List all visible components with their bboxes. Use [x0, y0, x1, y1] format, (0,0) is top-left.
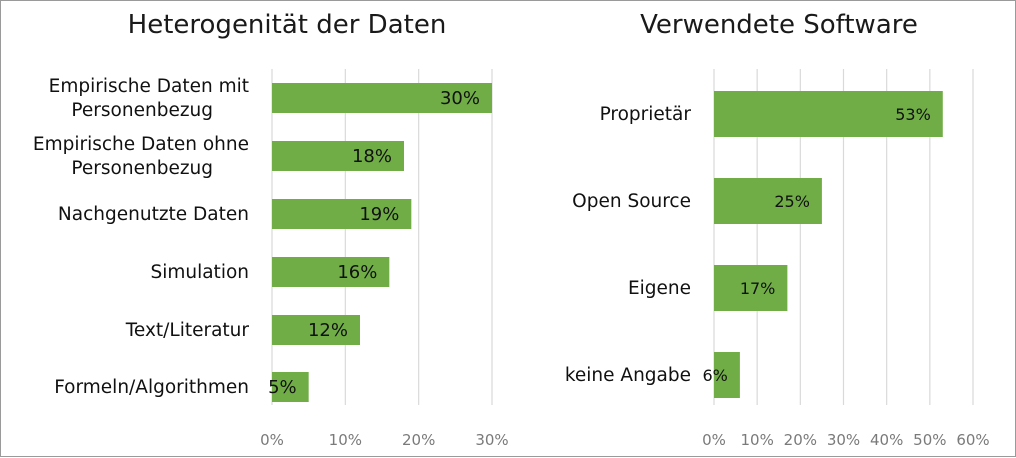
data-label: 16%: [337, 262, 377, 283]
data-label: 30%: [440, 88, 480, 109]
category-label: Empirische Daten ohne: [33, 134, 249, 155]
data-label: 5%: [268, 377, 297, 398]
bar: [272, 315, 360, 345]
bar: [714, 265, 788, 311]
x-tick-label: 60%: [956, 431, 989, 449]
data-label: 17%: [740, 279, 776, 298]
data-label: 12%: [308, 320, 348, 341]
bar: [272, 141, 404, 171]
x-tick-label: 0%: [702, 431, 726, 449]
category-label: Eigene: [628, 278, 691, 299]
data-label: 6%: [703, 366, 728, 385]
category-label: Personenbezug: [71, 100, 213, 121]
data-label: 25%: [774, 192, 810, 211]
data-label: 53%: [895, 105, 931, 124]
x-tick-label: 30%: [827, 431, 860, 449]
category-label: Simulation: [150, 262, 249, 283]
x-tick-label: 20%: [784, 431, 817, 449]
bar: [272, 83, 492, 113]
category-label: Proprietär: [600, 104, 692, 125]
bar: [272, 372, 309, 402]
category-label: Personenbezug: [71, 158, 213, 179]
category-label: Formeln/Algorithmen: [54, 377, 249, 398]
x-tick-label: 10%: [329, 431, 362, 449]
x-tick-label: 50%: [913, 431, 946, 449]
data-label: 19%: [359, 204, 399, 225]
bar: [272, 199, 412, 229]
chart-title: Verwendete Software: [640, 10, 918, 40]
bar: [714, 178, 822, 224]
category-label: Open Source: [572, 191, 691, 212]
category-label: Text/Literatur: [125, 320, 250, 341]
category-label: keine Angabe: [565, 365, 691, 386]
x-tick-label: 10%: [740, 431, 773, 449]
bar: [714, 352, 740, 398]
category-label: Nachgenutzte Daten: [58, 204, 249, 225]
category-label: Empirische Daten mit: [49, 76, 249, 97]
x-tick-label: 0%: [260, 431, 284, 449]
chart-title: Heterogenität der Daten: [128, 10, 447, 40]
x-tick-label: 20%: [402, 431, 435, 449]
x-tick-label: 30%: [475, 431, 508, 449]
bar: [714, 91, 943, 137]
x-tick-label: 40%: [870, 431, 903, 449]
bar: [272, 257, 390, 287]
data-label: 18%: [352, 146, 392, 167]
